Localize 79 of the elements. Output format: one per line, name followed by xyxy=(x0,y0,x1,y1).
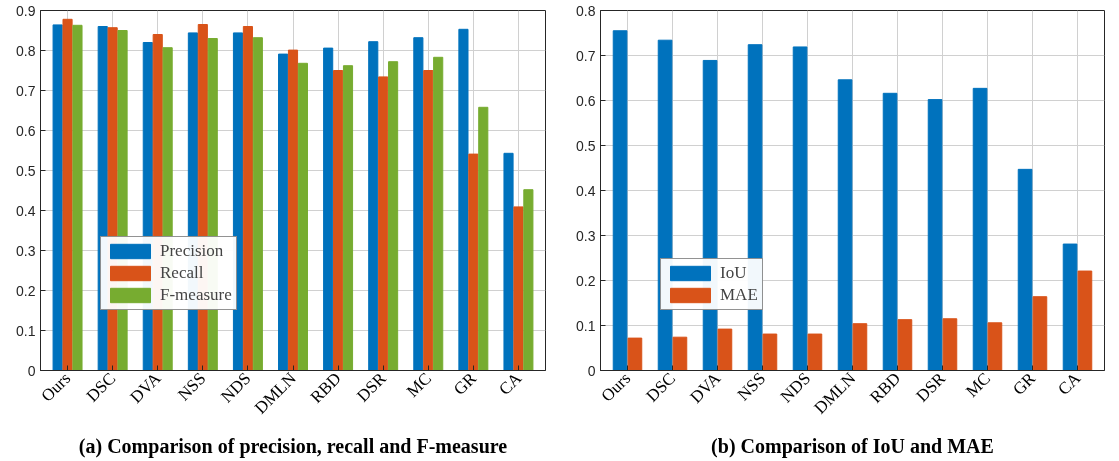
y-tick-label: 0 xyxy=(27,362,36,379)
legend-label: MAE xyxy=(720,285,758,305)
bar xyxy=(942,318,958,371)
y-tick-label: 0.5 xyxy=(576,137,596,154)
y-tick-label: 0.1 xyxy=(16,322,36,339)
y-tick-label: 0.3 xyxy=(576,227,596,244)
bar xyxy=(323,47,334,371)
bar xyxy=(297,62,308,371)
bar xyxy=(413,37,424,371)
bar xyxy=(52,24,63,371)
y-tick-label: 0.8 xyxy=(16,42,36,59)
y-tick-label: 0.4 xyxy=(576,182,596,199)
bar xyxy=(612,30,628,371)
bar xyxy=(792,46,808,371)
bar xyxy=(368,41,379,371)
bar xyxy=(503,152,514,371)
y-tick-label: 0.7 xyxy=(576,47,596,64)
bar xyxy=(242,26,253,371)
x-tick-label: MC xyxy=(402,368,435,401)
legend-label: IoU xyxy=(720,263,747,283)
bar xyxy=(458,28,469,371)
bar xyxy=(672,336,688,371)
bar xyxy=(1017,168,1033,371)
bar xyxy=(62,18,73,371)
legend-label: Recall xyxy=(160,263,204,283)
x-tick-label: CA xyxy=(1054,368,1085,399)
bar xyxy=(388,61,399,371)
bar xyxy=(837,79,853,371)
y-tick-label: 0.6 xyxy=(16,122,36,139)
y-tick-label: 0.9 xyxy=(16,2,36,19)
bar xyxy=(1062,243,1078,371)
bar xyxy=(762,333,778,371)
x-tick-label: NSS xyxy=(174,368,210,405)
bar xyxy=(252,37,263,371)
bar xyxy=(927,99,943,371)
bar xyxy=(513,206,524,371)
bar xyxy=(717,328,733,371)
legend-label: F-measure xyxy=(160,285,232,305)
x-tick-label: NSS xyxy=(733,368,770,405)
y-tick-label: 0.3 xyxy=(16,242,36,259)
y-tick-label: 0.8 xyxy=(576,2,596,19)
y-tick-label: 0.7 xyxy=(16,82,36,99)
y-tick-label: 0 xyxy=(587,362,596,379)
bar xyxy=(882,92,898,371)
x-tick-label: GR xyxy=(1009,368,1040,399)
bar xyxy=(1077,270,1093,371)
bar xyxy=(627,337,643,371)
x-tick-label: CA xyxy=(495,368,526,399)
legend-label: Precision xyxy=(160,241,224,261)
bar xyxy=(972,87,988,371)
bar xyxy=(342,65,354,371)
y-tick-label: 0.5 xyxy=(16,162,36,179)
bar xyxy=(72,24,83,371)
bar xyxy=(278,53,289,371)
x-tick-label: Ours xyxy=(597,368,635,406)
text: (a) Comparison of precision, recall and F-measure xyxy=(78,434,508,458)
bar xyxy=(433,56,444,371)
bar xyxy=(987,322,1003,371)
y-tick-label: 0.4 xyxy=(16,202,36,219)
bar xyxy=(468,153,479,371)
bar xyxy=(232,32,244,371)
bar xyxy=(1032,296,1048,371)
bar xyxy=(897,319,913,371)
x-tick-label: GR xyxy=(449,368,481,399)
y-tick-label: 0.6 xyxy=(576,92,596,109)
y-tick-label: 0.1 xyxy=(576,317,596,334)
bar xyxy=(378,76,389,371)
text: (b) Comparison of IoU and MAE xyxy=(711,434,994,458)
bar xyxy=(423,70,434,371)
bar xyxy=(852,323,868,371)
bar xyxy=(333,70,344,371)
bar xyxy=(478,106,489,371)
y-tick-label: 0.2 xyxy=(16,282,36,299)
y-tick-label: 0.2 xyxy=(576,272,596,289)
bar xyxy=(287,49,299,371)
x-tick-label: MC xyxy=(962,368,995,401)
bar xyxy=(523,189,534,371)
bar xyxy=(807,333,823,371)
x-tick-label: Ours xyxy=(37,368,75,406)
